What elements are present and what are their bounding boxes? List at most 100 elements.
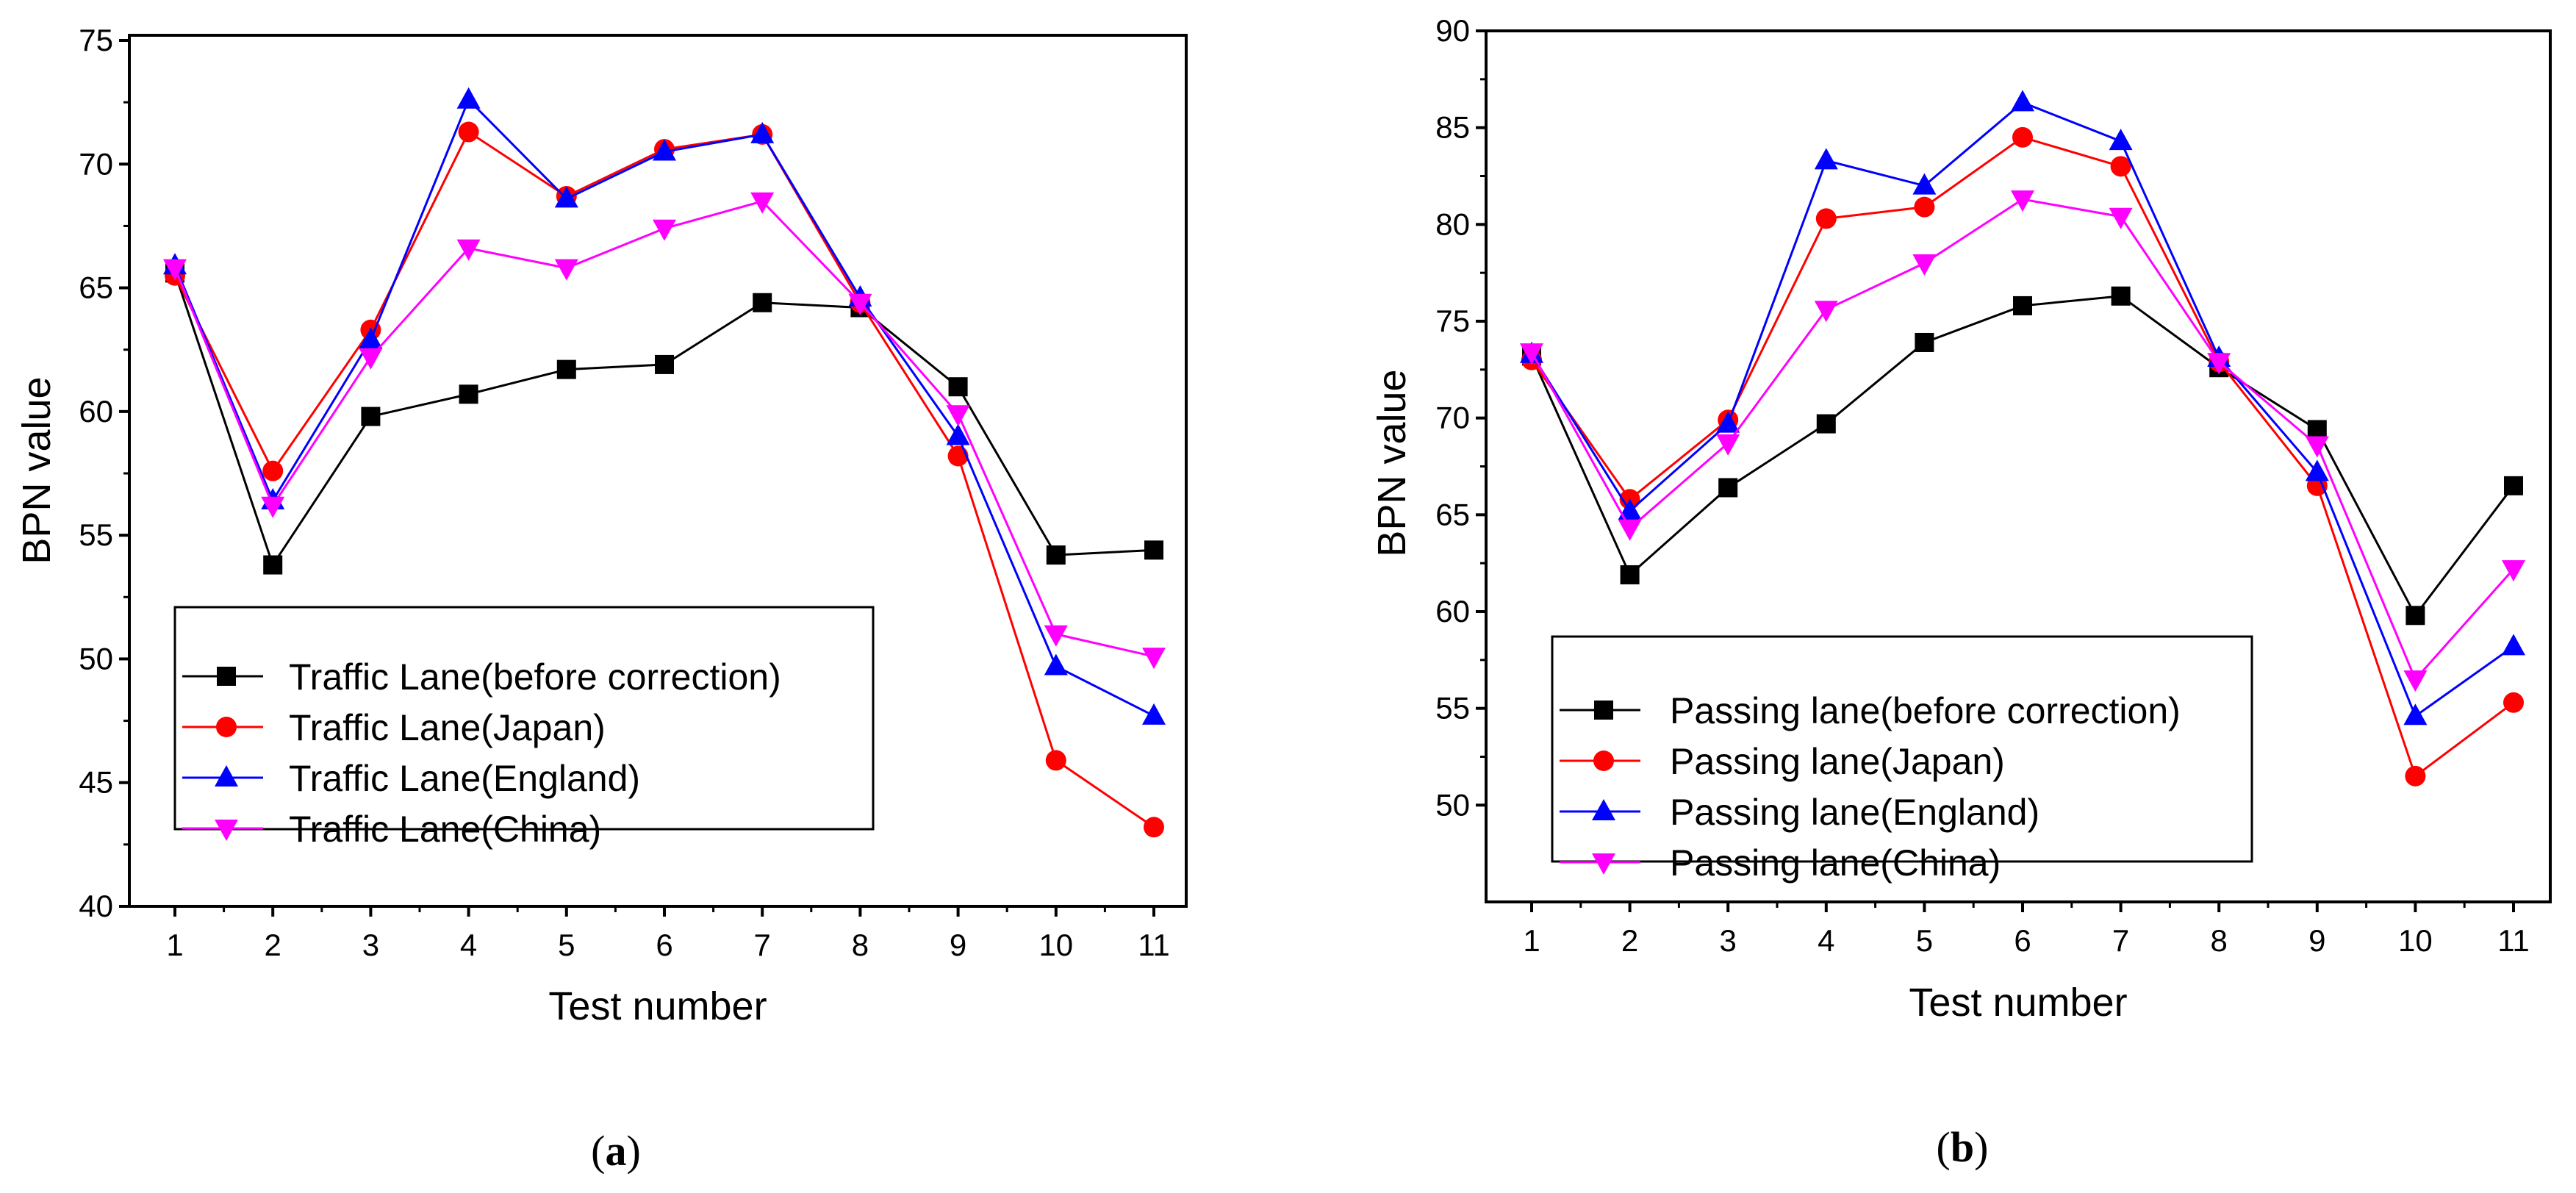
legend-frame <box>1551 635 2253 863</box>
legend-marker-china <box>1592 853 1615 875</box>
data-point-japan <box>2110 156 2131 177</box>
data-point-china <box>2011 190 2034 212</box>
x-tick-label: 7 <box>2112 923 2129 958</box>
x-tick-label: 4 <box>1818 923 1834 958</box>
legend-item-japan: Traffic Lane(Japan) <box>182 707 606 748</box>
data-point-china <box>946 405 970 427</box>
series-line-before <box>1530 295 2515 618</box>
y-tick-label: 40 <box>79 889 113 923</box>
y-axis-label: BPN value <box>15 376 59 564</box>
data-point-china <box>1142 648 1166 670</box>
x-tick-label: 4 <box>460 928 477 962</box>
x-tick-label: 9 <box>2308 923 2325 958</box>
data-point-before <box>1144 540 1163 560</box>
legend-item-china: Passing lane(China) <box>1560 842 2001 884</box>
x-tick-label: 5 <box>1916 923 1933 958</box>
y-tick-label: 55 <box>79 517 113 552</box>
caption-b: (b) <box>1937 1123 1989 1171</box>
plot-frame <box>128 34 1188 908</box>
data-point-england <box>359 327 383 349</box>
x-tick-label: 11 <box>2497 923 2530 958</box>
x-tick-label: 8 <box>2211 923 2228 958</box>
data-point-before <box>459 384 478 404</box>
legend-item-china: Traffic Lane(China) <box>182 809 601 850</box>
x-tick-label: 10 <box>2398 923 2433 958</box>
y-tick-label: 65 <box>1435 497 1470 531</box>
data-point-china <box>261 496 285 518</box>
data-point-before <box>655 354 674 374</box>
series-line-china <box>173 200 1155 658</box>
data-point-japan <box>947 445 969 467</box>
legend-item-england: Passing lane(England) <box>1560 792 2039 833</box>
y-tick-label: 45 <box>79 765 113 800</box>
data-point-before <box>948 377 968 397</box>
y-tick-label: 55 <box>1435 691 1470 726</box>
data-point-china <box>750 192 775 214</box>
data-point-china <box>456 239 481 261</box>
data-point-before <box>2307 420 2327 440</box>
chart-panel-b: 50 55 60 65 70 75 80 85 90 1 2 3 4 5 6 7 8 9 10 11 Test nu… <box>1370 13 2552 1171</box>
data-point-england <box>1814 148 1838 170</box>
data-point-china <box>848 293 872 315</box>
legend-label: Passing lane(England) <box>1670 792 2039 833</box>
legend-marker-china <box>215 820 238 841</box>
x-tick-label: 2 <box>265 928 281 962</box>
data-point-china <box>359 348 383 370</box>
caption-a: (a) <box>591 1127 641 1175</box>
x-tick-label: 1 <box>1523 923 1540 958</box>
legend-label: Passing lane(Japan) <box>1670 741 2005 782</box>
data-point-england <box>2305 459 2329 481</box>
x-axis-label: Test number <box>1909 981 2127 1025</box>
data-point-england <box>2403 703 2428 726</box>
data-point-before <box>2504 476 2523 495</box>
legend-label: Traffic Lane(China) <box>289 809 601 850</box>
data-point-china <box>2109 207 2133 229</box>
y-tick-label: 75 <box>1435 304 1470 338</box>
legend: Traffic Lane(before correction) Traffic L… <box>173 606 875 850</box>
x-tick-label: 1 <box>166 928 183 962</box>
data-point-before <box>263 555 283 575</box>
y-tick-label: 80 <box>1435 207 1470 241</box>
data-point-japan <box>458 121 479 143</box>
legend-frame <box>173 606 875 831</box>
y-tick-label: 50 <box>79 641 113 676</box>
data-point-china <box>1618 519 1642 541</box>
data-point-japan <box>1045 750 1066 771</box>
x-tick-label: 2 <box>1621 923 1638 958</box>
series-china <box>163 192 1166 670</box>
data-point-england <box>2109 129 2133 151</box>
data-point-japan <box>262 460 284 481</box>
x-tick-label: 3 <box>1720 923 1737 958</box>
data-point-england <box>456 87 481 109</box>
legend-label: Passing lane(China) <box>1670 842 2001 884</box>
data-point-before <box>1915 332 1934 352</box>
legend-marker-england <box>1592 799 1615 820</box>
data-point-japan <box>1815 208 1837 229</box>
data-point-before <box>2013 295 2032 315</box>
x-tick-label: 7 <box>754 928 771 962</box>
legend-item-japan: Passing lane(Japan) <box>1560 741 2005 782</box>
x-axis-label: Test number <box>548 984 767 1028</box>
y-tick-label: 90 <box>1435 13 1470 48</box>
legend-label: Traffic Lane(before correction) <box>289 656 781 698</box>
data-point-china <box>653 219 676 241</box>
data-point-england <box>1618 498 1642 520</box>
data-point-before <box>1816 414 1836 434</box>
x-tick-label: 6 <box>656 928 672 962</box>
data-point-china <box>1716 434 1740 456</box>
legend-label: Traffic Lane(England) <box>289 758 640 799</box>
y-tick-label: 60 <box>1435 594 1470 628</box>
y-tick-label: 85 <box>1435 110 1470 145</box>
y-tick-label: 65 <box>79 271 113 305</box>
y-axis-label: BPN value <box>1370 369 1414 556</box>
series-china <box>1520 190 2525 692</box>
data-point-england <box>2011 90 2034 112</box>
x-tick-label: 8 <box>852 928 869 962</box>
legend-item-england: Traffic Lane(England) <box>182 758 640 799</box>
y-tick-label: 50 <box>1435 787 1470 822</box>
legend: Passing lane(before correction) Passing l… <box>1551 635 2253 884</box>
x-tick-label: 9 <box>950 928 966 962</box>
data-point-england <box>946 423 970 445</box>
data-point-england <box>554 186 578 208</box>
